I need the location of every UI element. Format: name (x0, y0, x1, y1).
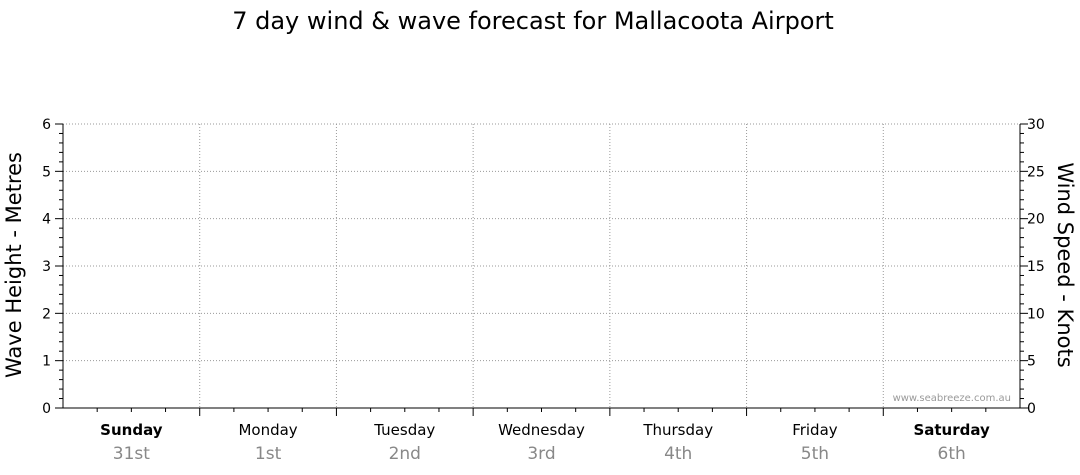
right-tick-label: 30 (1027, 117, 1045, 133)
right-tick-label: 0 (1027, 401, 1036, 417)
day-label: Sunday (100, 421, 163, 439)
day-label: Friday (792, 421, 838, 439)
chart-title: 7 day wind & wave forecast for Mallacoot… (232, 7, 834, 35)
tick-labels: 0 01 52 103 154 205 256 30Sunday31stMonday1stTu… (42, 117, 1045, 464)
left-axis-title: Wave Height - Metres (2, 152, 26, 378)
right-tick-label: 15 (1027, 259, 1045, 275)
right-tick-label: 10 (1027, 306, 1045, 322)
right-tick-label: 5 (1027, 354, 1036, 370)
day-label: Tuesday (373, 421, 435, 439)
date-label: 6th (938, 444, 966, 464)
axes (55, 123, 1028, 416)
left-tick-label: 4 (42, 212, 51, 228)
date-label: 1st (255, 444, 282, 464)
date-label: 4th (664, 444, 692, 464)
grid (63, 123, 1020, 408)
date-label: 5th (801, 444, 829, 464)
date-label: 3rd (527, 444, 555, 464)
right-tick-label: 25 (1027, 164, 1045, 180)
day-label: Thursday (642, 421, 713, 439)
left-tick-label: 2 (42, 306, 51, 322)
day-label: Saturday (913, 421, 990, 439)
left-tick-label: 1 (42, 354, 51, 370)
left-tick-label: 5 (42, 164, 51, 180)
right-tick-label: 20 (1027, 212, 1045, 228)
left-tick-label: 6 (42, 117, 51, 133)
date-label: 2nd (389, 444, 421, 464)
date-label: 31st (113, 444, 150, 464)
day-label: Monday (238, 421, 297, 439)
left-tick-label: 0 (42, 401, 51, 417)
day-label: Wednesday (498, 421, 585, 439)
credit-watermark: www.seabreeze.com.au (893, 393, 1011, 404)
right-axis-title: Wind Speed - Knots (1053, 162, 1077, 367)
left-tick-label: 3 (42, 259, 51, 275)
